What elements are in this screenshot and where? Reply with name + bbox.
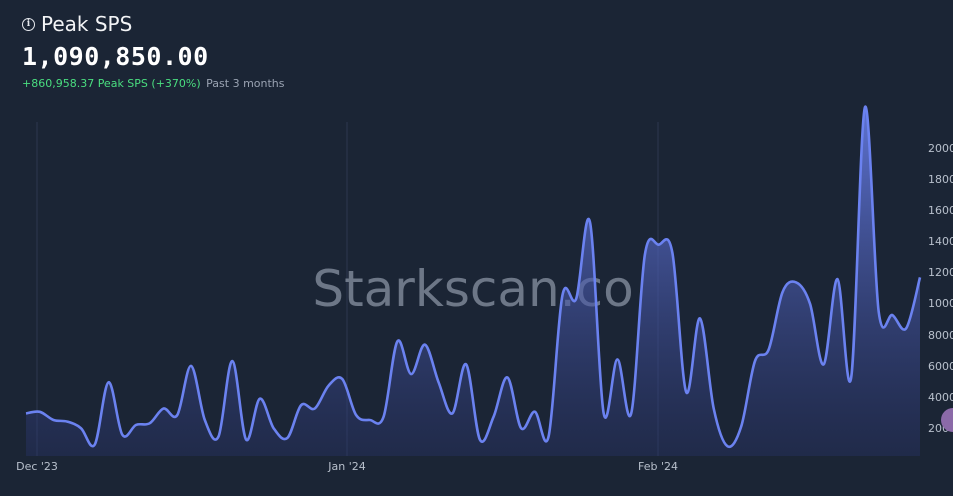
y-tick-label: 12000: [928, 266, 953, 279]
chart-header: i Peak SPS 1,090,850.00 +860,958.37 Peak…: [22, 12, 285, 90]
data-point: [615, 357, 619, 361]
series-line: [25, 105, 922, 449]
data-point: [780, 290, 784, 294]
peak-sps-value: 1,090,850.00: [22, 42, 209, 71]
info-icon[interactable]: i: [22, 17, 35, 31]
data-point: [354, 413, 358, 417]
data-point: [725, 444, 729, 448]
data-point: [478, 438, 482, 442]
data-point: [492, 415, 496, 419]
y-tick-label: 4000: [928, 391, 953, 404]
y-tick-label: 20000: [928, 142, 953, 155]
data-point: [877, 310, 881, 314]
data-point: [753, 359, 757, 363]
y-tick-label: 6000: [928, 360, 953, 373]
y-tick-label: 10000: [928, 297, 953, 310]
data-point: [904, 326, 908, 330]
data-point: [134, 423, 138, 427]
x-tick-label: Feb '24: [638, 460, 678, 473]
data-point: [285, 436, 289, 440]
data-point: [863, 105, 867, 109]
data-point: [244, 438, 248, 442]
data-point: [450, 411, 454, 415]
data-point: [423, 343, 427, 347]
data-point: [162, 406, 166, 410]
data-point: [684, 390, 688, 394]
data-point: [808, 302, 812, 306]
period-label: Past 3 months: [206, 77, 285, 90]
y-tick-label: 18000: [928, 173, 953, 186]
area-fill: [26, 106, 920, 457]
data-point: [890, 313, 894, 317]
data-point: [313, 406, 317, 410]
data-point: [712, 406, 716, 410]
data-point: [120, 433, 124, 437]
data-point: [767, 348, 771, 352]
data-point: [560, 293, 564, 297]
data-point: [175, 413, 179, 417]
data-point: [519, 426, 523, 430]
data-point: [505, 375, 509, 379]
data-point: [24, 411, 28, 415]
data-point: [189, 364, 193, 368]
data-point: [272, 426, 276, 430]
data-point: [822, 362, 826, 366]
x-tick-label: Jan '24: [327, 460, 365, 473]
data-point: [670, 251, 674, 255]
data-point: [794, 280, 798, 284]
data-point: [230, 359, 234, 363]
data-point: [533, 410, 537, 414]
data-point: [65, 420, 69, 424]
data-point: [382, 415, 386, 419]
data-point: [368, 418, 372, 422]
x-axis: Dec '23 Jan '24 Feb '24: [16, 460, 678, 473]
data-point: [739, 425, 743, 429]
y-tick-label: 8000: [928, 329, 953, 342]
data-point: [698, 316, 702, 320]
data-point: [547, 434, 551, 438]
data-point: [148, 421, 152, 425]
data-point: [657, 243, 661, 247]
data-point: [299, 403, 303, 407]
title-row: i Peak SPS: [22, 12, 285, 36]
data-point: [38, 410, 42, 414]
data-point: [217, 434, 221, 438]
y-axis: 2004000600080001000012000140001600018000…: [928, 142, 953, 435]
data-point: [327, 384, 331, 388]
data-point: [107, 380, 111, 384]
scroll-handle[interactable]: [941, 408, 953, 432]
data-point: [574, 297, 578, 301]
data-point: [203, 418, 207, 422]
data-point: [588, 220, 592, 224]
change-row: +860,958.37 Peak SPS (+370%) Past 3 mont…: [22, 77, 285, 90]
data-point: [643, 253, 647, 257]
data-point: [258, 397, 262, 401]
y-tick-label: 16000: [928, 204, 953, 217]
data-point: [52, 418, 56, 422]
data-point: [629, 411, 633, 415]
data-point: [849, 375, 853, 379]
data-point: [79, 426, 83, 430]
chart-title: Peak SPS: [41, 12, 133, 36]
change-value: +860,958.37 Peak SPS (+370%): [22, 77, 201, 90]
data-point: [464, 362, 468, 366]
data-point: [835, 277, 839, 281]
data-point: [395, 339, 399, 343]
data-point: [918, 275, 922, 279]
data-point: [602, 411, 606, 415]
x-tick-label: Dec '23: [16, 460, 58, 473]
data-point: [340, 377, 344, 381]
y-tick-label: 14000: [928, 235, 953, 248]
data-point: [437, 380, 441, 384]
data-point: [409, 372, 413, 376]
data-point: [93, 443, 97, 447]
